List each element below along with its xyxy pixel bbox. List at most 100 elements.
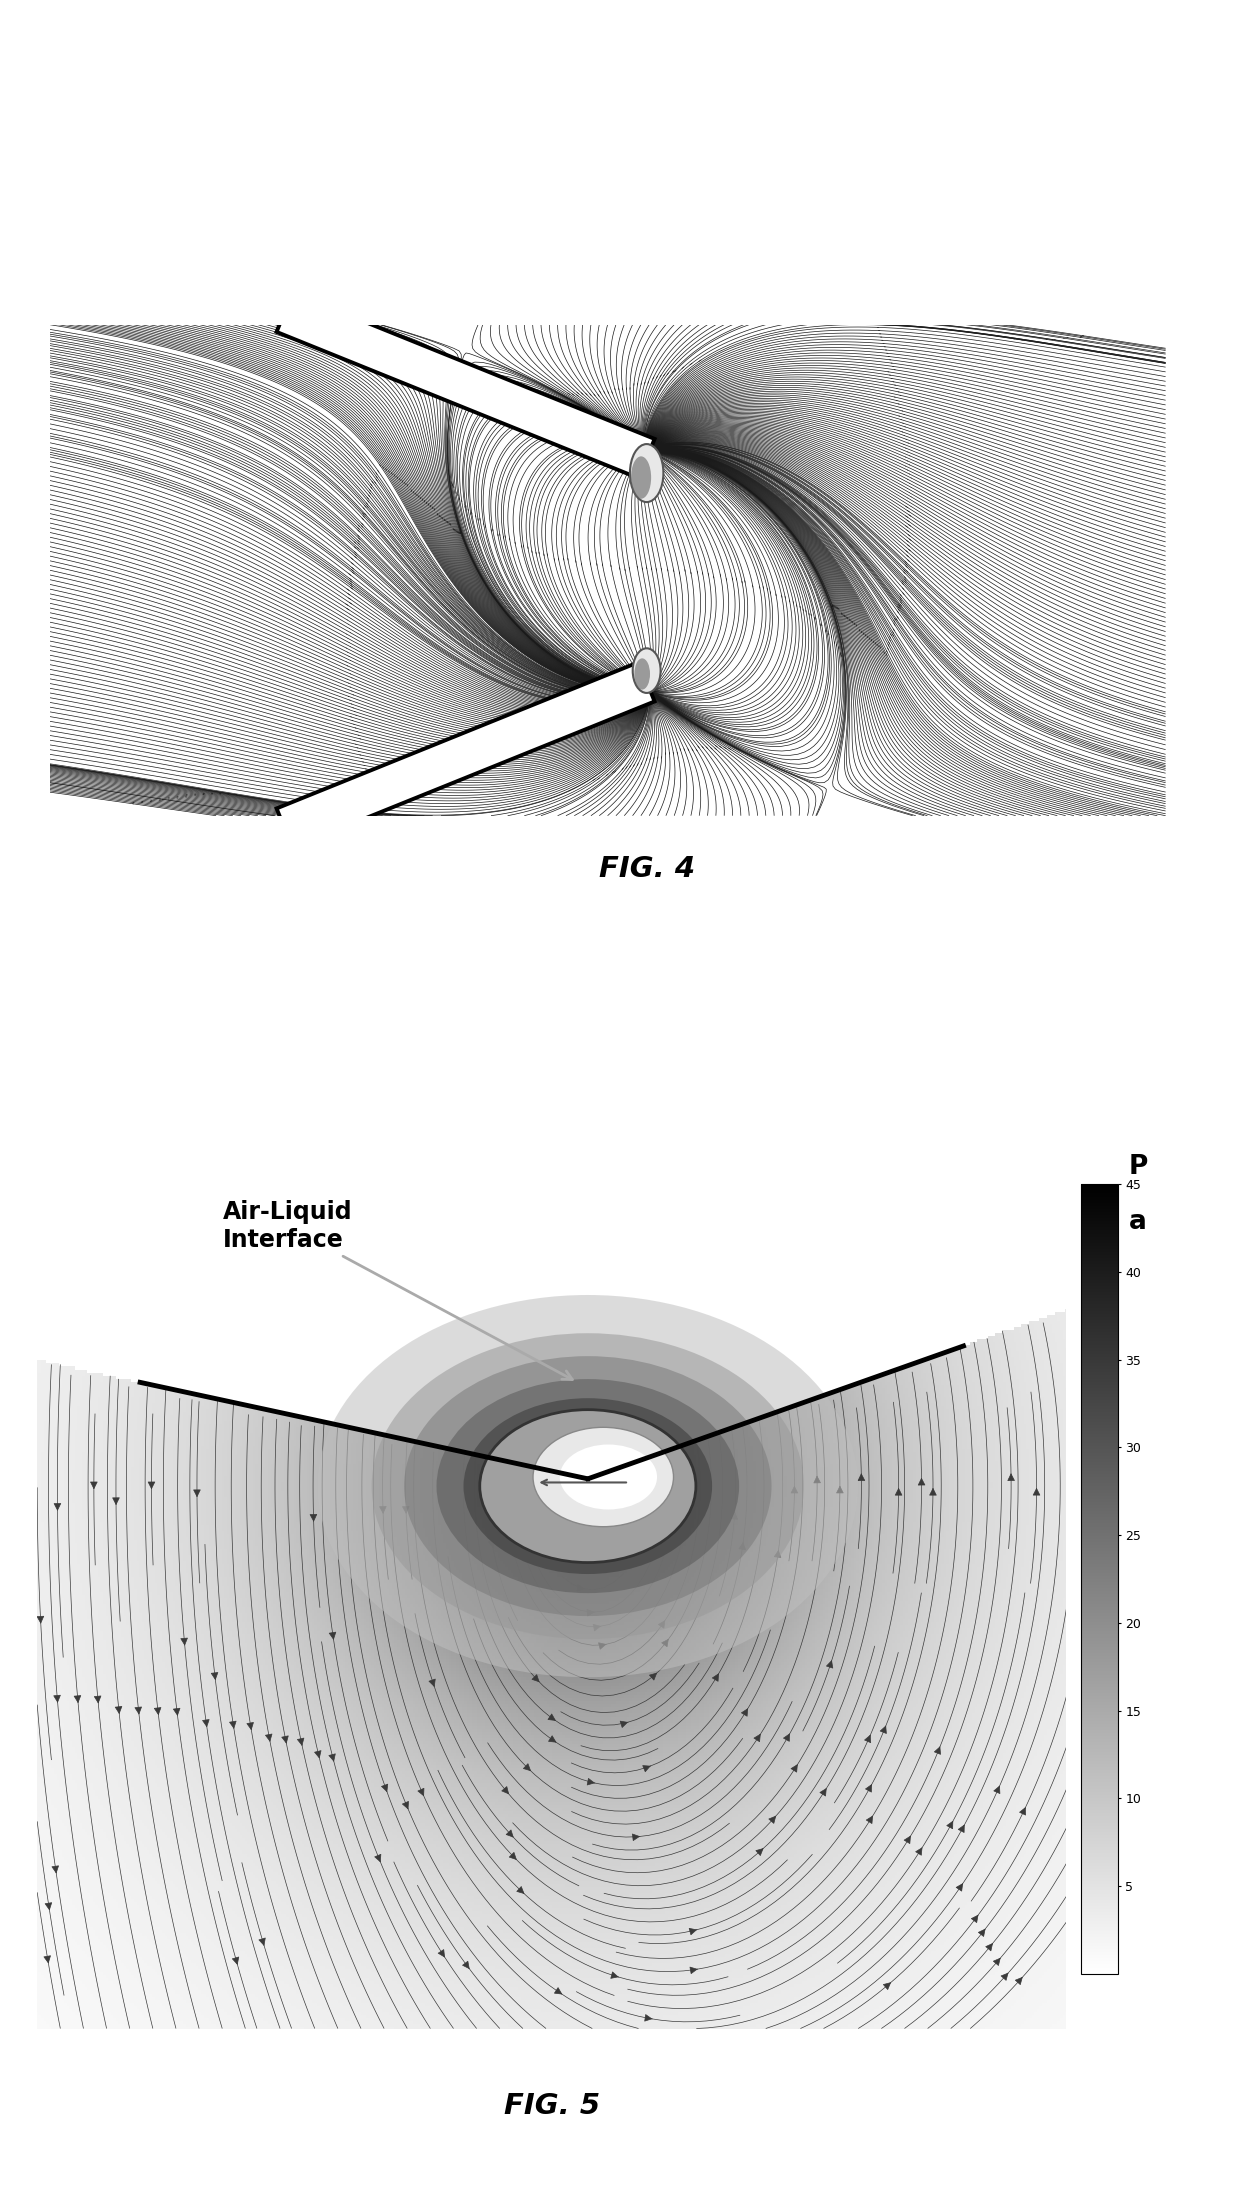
FancyArrowPatch shape — [689, 1928, 697, 1934]
FancyArrowPatch shape — [374, 1855, 381, 1862]
FancyArrowPatch shape — [510, 1853, 516, 1860]
Ellipse shape — [436, 1379, 739, 1592]
FancyArrowPatch shape — [554, 1987, 562, 1993]
FancyArrowPatch shape — [232, 1956, 239, 1965]
FancyArrowPatch shape — [281, 1737, 288, 1743]
FancyArrowPatch shape — [971, 1914, 978, 1923]
Text: P: P — [1128, 1154, 1148, 1180]
FancyArrowPatch shape — [403, 1507, 409, 1513]
FancyArrowPatch shape — [791, 1487, 797, 1493]
FancyArrowPatch shape — [506, 1829, 513, 1838]
FancyArrowPatch shape — [94, 1695, 100, 1704]
FancyArrowPatch shape — [956, 1884, 962, 1890]
FancyArrowPatch shape — [502, 1787, 508, 1794]
FancyArrowPatch shape — [429, 1680, 435, 1686]
FancyArrowPatch shape — [1033, 1489, 1040, 1496]
FancyArrowPatch shape — [463, 1961, 469, 1969]
FancyArrowPatch shape — [1016, 1978, 1022, 1985]
FancyArrowPatch shape — [930, 1489, 936, 1496]
Ellipse shape — [630, 443, 663, 502]
FancyArrowPatch shape — [883, 1982, 890, 1989]
Ellipse shape — [480, 1410, 696, 1564]
FancyArrowPatch shape — [193, 1489, 201, 1496]
FancyArrowPatch shape — [310, 1515, 316, 1522]
FancyArrowPatch shape — [593, 1625, 601, 1632]
FancyArrowPatch shape — [53, 1695, 61, 1702]
FancyArrowPatch shape — [55, 1504, 61, 1511]
FancyArrowPatch shape — [895, 1489, 901, 1496]
FancyArrowPatch shape — [813, 1476, 821, 1482]
FancyArrowPatch shape — [154, 1708, 161, 1715]
FancyArrowPatch shape — [880, 1726, 887, 1732]
FancyArrowPatch shape — [587, 1610, 594, 1616]
Ellipse shape — [464, 1399, 712, 1575]
Ellipse shape — [533, 1428, 673, 1526]
FancyArrowPatch shape — [174, 1708, 180, 1715]
FancyArrowPatch shape — [577, 1586, 585, 1592]
FancyArrowPatch shape — [438, 1950, 445, 1956]
FancyArrowPatch shape — [993, 1958, 1001, 1965]
FancyArrowPatch shape — [739, 1542, 745, 1550]
FancyArrowPatch shape — [74, 1695, 81, 1702]
Text: FIG. 5: FIG. 5 — [503, 2092, 600, 2121]
FancyArrowPatch shape — [298, 1739, 304, 1746]
FancyArrowPatch shape — [620, 1722, 629, 1728]
FancyArrowPatch shape — [769, 1816, 776, 1822]
FancyArrowPatch shape — [43, 1956, 51, 1963]
Ellipse shape — [635, 658, 650, 689]
FancyArrowPatch shape — [754, 1735, 760, 1741]
Text: FIG. 4: FIG. 4 — [599, 855, 694, 884]
FancyArrowPatch shape — [1019, 1807, 1025, 1816]
FancyArrowPatch shape — [532, 1675, 539, 1682]
FancyArrowPatch shape — [858, 1474, 864, 1480]
FancyArrowPatch shape — [632, 1833, 640, 1840]
FancyArrowPatch shape — [904, 1836, 910, 1844]
FancyArrowPatch shape — [978, 1930, 985, 1936]
FancyArrowPatch shape — [611, 1972, 619, 1978]
Ellipse shape — [317, 1296, 858, 1678]
FancyArrowPatch shape — [148, 1482, 155, 1489]
Text: Air-Liquid
Interface: Air-Liquid Interface — [222, 1200, 573, 1379]
FancyArrowPatch shape — [919, 1478, 925, 1485]
FancyArrowPatch shape — [658, 1621, 665, 1627]
FancyArrowPatch shape — [548, 1715, 556, 1722]
FancyArrowPatch shape — [820, 1789, 826, 1796]
FancyArrowPatch shape — [947, 1822, 952, 1829]
FancyArrowPatch shape — [113, 1498, 119, 1504]
Ellipse shape — [559, 1445, 657, 1509]
FancyArrowPatch shape — [689, 1967, 698, 1974]
FancyArrowPatch shape — [489, 1539, 495, 1548]
FancyArrowPatch shape — [45, 1904, 52, 1910]
FancyArrowPatch shape — [1008, 1474, 1014, 1480]
FancyArrowPatch shape — [259, 1939, 265, 1945]
FancyArrowPatch shape — [712, 1673, 718, 1682]
FancyArrowPatch shape — [402, 1800, 408, 1809]
FancyArrowPatch shape — [181, 1638, 187, 1645]
Ellipse shape — [404, 1355, 771, 1616]
FancyArrowPatch shape — [986, 1943, 992, 1952]
FancyArrowPatch shape — [915, 1849, 923, 1855]
FancyArrowPatch shape — [588, 1779, 595, 1785]
FancyArrowPatch shape — [382, 1785, 388, 1792]
FancyArrowPatch shape — [866, 1785, 872, 1792]
FancyArrowPatch shape — [993, 1785, 999, 1794]
Ellipse shape — [372, 1333, 804, 1638]
Ellipse shape — [632, 649, 661, 693]
FancyArrowPatch shape — [791, 1765, 797, 1772]
FancyArrowPatch shape — [867, 1816, 873, 1825]
Text: a: a — [1128, 1208, 1146, 1235]
FancyArrowPatch shape — [211, 1673, 218, 1680]
FancyArrowPatch shape — [135, 1706, 141, 1715]
FancyArrowPatch shape — [935, 1748, 941, 1754]
FancyArrowPatch shape — [732, 1513, 738, 1520]
FancyArrowPatch shape — [1001, 1974, 1008, 1980]
Ellipse shape — [631, 456, 651, 498]
FancyArrowPatch shape — [548, 1735, 556, 1741]
FancyArrowPatch shape — [91, 1482, 97, 1489]
FancyArrowPatch shape — [517, 1886, 525, 1893]
FancyArrowPatch shape — [774, 1550, 781, 1557]
FancyArrowPatch shape — [662, 1640, 668, 1647]
FancyArrowPatch shape — [642, 1765, 651, 1772]
FancyArrowPatch shape — [645, 2015, 652, 2022]
FancyArrowPatch shape — [329, 1754, 335, 1761]
